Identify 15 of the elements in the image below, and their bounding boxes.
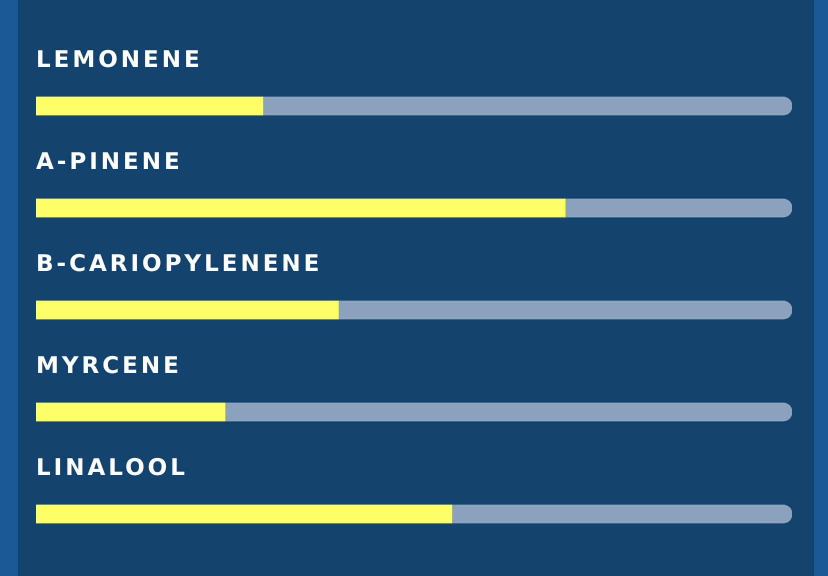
- y-tick-label: MYRCENE: [36, 352, 182, 379]
- bar: [564, 198, 792, 218]
- bar: [224, 402, 792, 422]
- y-tick-label: LINALOOL: [36, 454, 188, 481]
- bar: [338, 300, 792, 320]
- bar: [36, 504, 452, 524]
- y-tick-label: A-PINENE: [36, 148, 183, 175]
- bar: [36, 96, 264, 116]
- bar: [36, 300, 339, 320]
- y-tick-label: B-CARIOPYLENENE: [36, 250, 322, 277]
- bar: [262, 96, 792, 116]
- bar: [36, 402, 226, 422]
- y-tick-label: LEMONENE: [36, 46, 203, 73]
- bar: [451, 504, 792, 524]
- bar: [36, 198, 566, 218]
